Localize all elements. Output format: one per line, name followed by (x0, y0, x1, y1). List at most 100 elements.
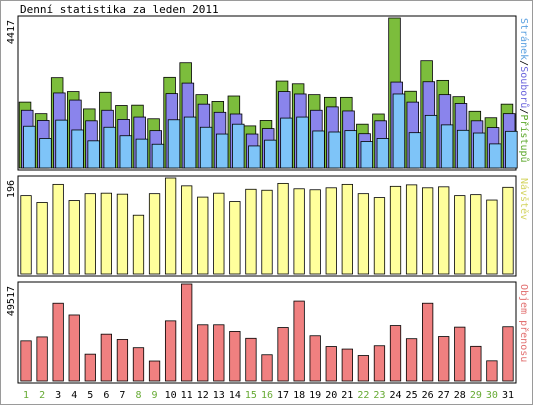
bar-objem-prenosu-4 (68, 314, 80, 382)
bar-stranek-2 (39, 138, 52, 169)
series-stranek (23, 93, 518, 169)
x-tick-label-1: 1 (23, 390, 29, 401)
series-objem-prenosu (20, 283, 514, 382)
x-tick-label-5: 5 (87, 390, 93, 401)
bar-stranek-25 (408, 132, 422, 169)
bar-stranek-3 (55, 119, 68, 169)
x-tick-label-6: 6 (103, 390, 109, 401)
bar-objem-prenosu-26 (422, 302, 434, 382)
bar-objem-prenosu-8 (132, 347, 145, 382)
bar-navstev-16 (261, 189, 273, 275)
bar-objem-prenosu-6 (100, 333, 112, 382)
panel-middle: 196 Návštěv (6, 175, 530, 277)
legend: Objem přenosu (518, 284, 530, 362)
legend-item-stranek: Stránek (518, 18, 530, 60)
panel-frame (17, 175, 517, 277)
bar-stranek-16 (264, 139, 277, 169)
x-tick-label-25: 25 (406, 390, 418, 401)
bar-navstev-5 (84, 193, 96, 275)
bar-stranek-23 (376, 138, 390, 169)
bar-navstev-12 (197, 196, 209, 275)
legend-item-navstev: Návštěv (518, 178, 530, 220)
bar-objem-prenosu-25 (405, 338, 418, 382)
y-max-label: 49517 (6, 286, 17, 316)
bar-objem-prenosu-3 (52, 302, 64, 382)
x-axis-labels: 1 2 3 4 5 6 7 8 9 10 11 12 13 14 15 16 17 18 19 20 21 22 23 24 2… (23, 390, 514, 401)
x-tick-label-9: 9 (152, 390, 158, 401)
x-tick-label-15: 15 (245, 390, 257, 401)
panel-bottom: 49517 Objem přenosu (6, 281, 530, 384)
bar-objem-prenosu-27 (438, 336, 450, 382)
bar-navstev-30 (486, 199, 498, 275)
bar-navstev-15 (245, 188, 257, 275)
bar-objem-prenosu-13 (213, 324, 225, 382)
x-tick-label-7: 7 (119, 390, 125, 401)
bar-objem-prenosu-23 (373, 345, 386, 382)
x-tick-label-11: 11 (181, 390, 193, 401)
legend-separator: / (518, 108, 529, 114)
bar-navstev-29 (470, 194, 482, 275)
bar-objem-prenosu-31 (502, 326, 514, 382)
bar-navstev-8 (132, 214, 145, 275)
bar-objem-prenosu-1 (20, 340, 32, 382)
panel-top: 4417 Stránek/Souborů/Přístupů (6, 15, 530, 171)
x-tick-label-20: 20 (325, 390, 337, 401)
bar-stranek-17 (280, 117, 293, 169)
bar-navstev-31 (502, 186, 514, 275)
bar-objem-prenosu-22 (357, 355, 370, 382)
bar-stranek-11 (183, 116, 197, 169)
bar-stranek-4 (71, 129, 84, 169)
bar-objem-prenosu-28 (454, 326, 466, 382)
bar-stranek-9 (151, 143, 165, 169)
bar-stranek-27 (440, 124, 454, 169)
bar-stranek-21 (344, 130, 357, 169)
legend: Stránek/Souborů/Přístupů (518, 18, 530, 163)
bar-objem-prenosu-9 (148, 360, 161, 382)
bar-navstev-22 (357, 193, 370, 275)
legend: Návštěv (518, 178, 530, 220)
x-tick-label-24: 24 (389, 390, 401, 401)
x-tick-label-13: 13 (213, 390, 225, 401)
x-tick-label-31: 31 (502, 390, 514, 401)
bar-stranek-10 (167, 119, 181, 169)
bar-objem-prenosu-30 (486, 360, 498, 382)
series-navstev (20, 177, 514, 275)
bar-objem-prenosu-19 (309, 335, 321, 382)
x-tick-label-16: 16 (261, 390, 273, 401)
bar-stranek-29 (473, 132, 486, 169)
legend-item-objem-prenosu: Objem přenosu (518, 284, 530, 362)
x-tick-label-21: 21 (341, 390, 353, 401)
bar-objem-prenosu-18 (293, 300, 305, 382)
bar-navstev-21 (341, 183, 353, 275)
bar-navstev-23 (373, 197, 386, 275)
x-tick-label-3: 3 (55, 390, 61, 401)
bar-stranek-8 (135, 138, 149, 169)
bar-stranek-30 (489, 143, 502, 169)
x-tick-label-10: 10 (165, 390, 177, 401)
y-max-label: 4417 (6, 20, 17, 44)
bar-objem-prenosu-7 (116, 339, 129, 382)
bar-navstev-19 (309, 189, 321, 275)
bar-objem-prenosu-16 (261, 354, 273, 382)
bar-objem-prenosu-24 (389, 325, 402, 382)
bar-navstev-9 (148, 193, 161, 275)
bar-stranek-22 (360, 141, 374, 169)
bar-stranek-15 (248, 145, 261, 169)
bar-stranek-28 (456, 129, 470, 169)
bar-stranek-18 (296, 116, 309, 169)
bar-objem-prenosu-29 (470, 345, 482, 382)
legend-item-souboru: Souborů (518, 66, 530, 108)
bar-objem-prenosu-11 (181, 283, 193, 382)
legend-item-pristupu: Přístupů (518, 114, 530, 162)
bar-navstev-24 (389, 185, 402, 275)
legend-separator: / (518, 60, 529, 66)
x-tick-label-22: 22 (357, 390, 369, 401)
y-max-label: 196 (6, 180, 17, 198)
bar-navstev-10 (164, 177, 177, 275)
bar-stranek-5 (87, 140, 100, 169)
bar-navstev-11 (181, 185, 193, 275)
bar-navstev-20 (325, 187, 337, 275)
